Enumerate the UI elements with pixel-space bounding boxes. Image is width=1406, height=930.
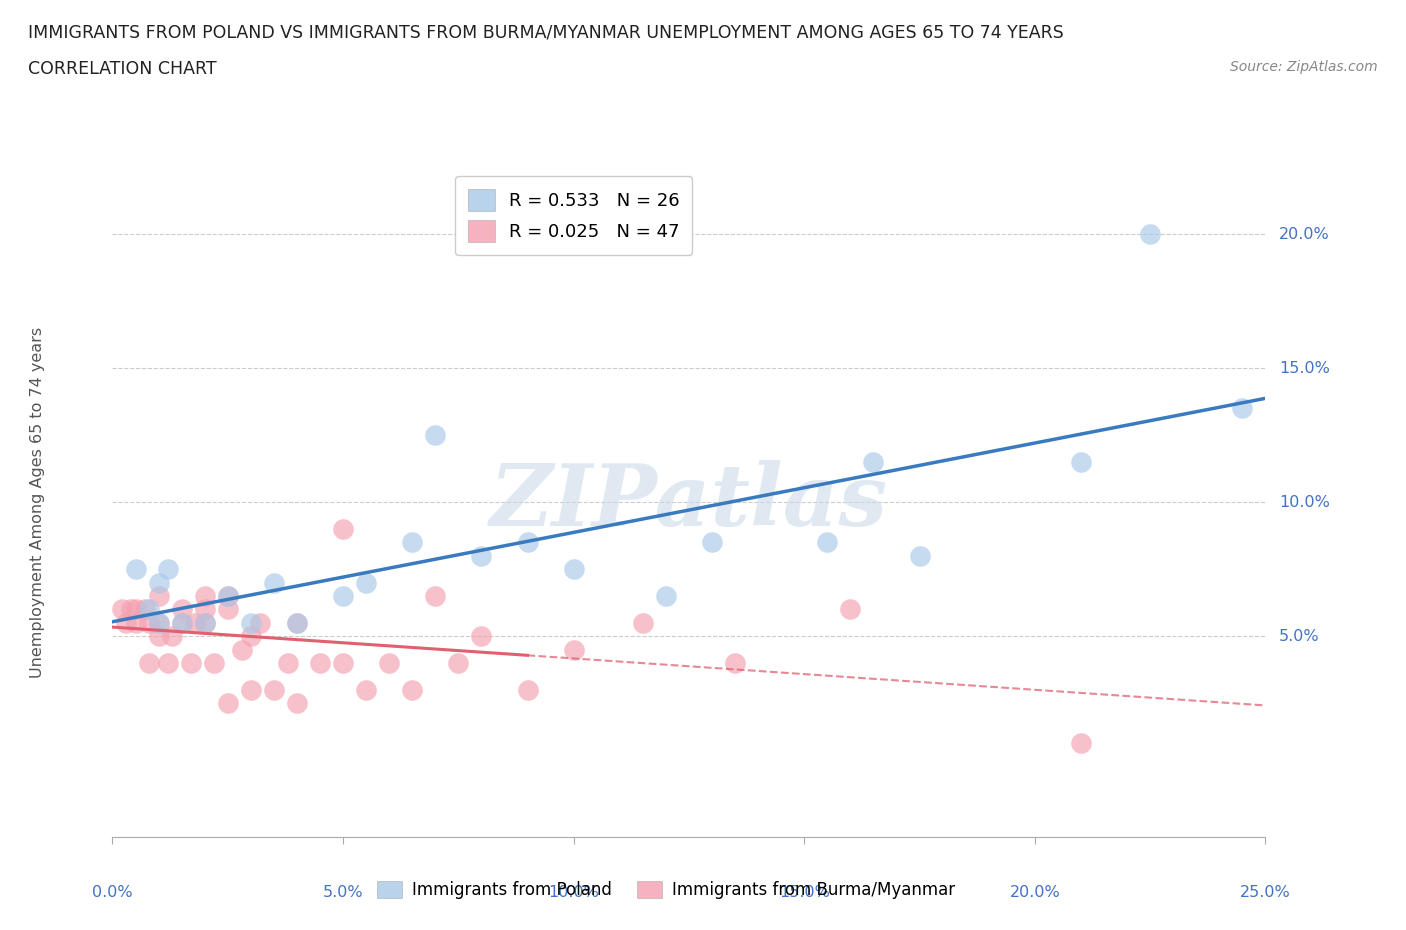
Point <box>285 696 308 711</box>
Text: 5.0%: 5.0% <box>323 885 363 900</box>
Point <box>447 656 470 671</box>
Text: 10.0%: 10.0% <box>548 885 599 900</box>
Point <box>148 575 170 590</box>
Text: 0.0%: 0.0% <box>93 885 132 900</box>
Point <box>170 616 193 631</box>
Point <box>124 562 146 577</box>
Point <box>332 589 354 604</box>
Point <box>239 683 262 698</box>
Point <box>170 616 193 631</box>
Point <box>111 602 134 617</box>
Point <box>516 535 538 550</box>
Point <box>138 656 160 671</box>
Point <box>194 616 217 631</box>
Point <box>425 428 447 443</box>
Point <box>120 602 142 617</box>
Point <box>263 575 285 590</box>
Point <box>425 589 447 604</box>
Point <box>202 656 225 671</box>
Point <box>239 629 262 644</box>
Point <box>401 535 423 550</box>
Point <box>162 629 184 644</box>
Text: Source: ZipAtlas.com: Source: ZipAtlas.com <box>1230 60 1378 74</box>
Point <box>309 656 332 671</box>
Point <box>724 656 747 671</box>
Point <box>148 629 170 644</box>
Point <box>277 656 299 671</box>
Point <box>1232 401 1254 416</box>
Text: ZIPatlas: ZIPatlas <box>489 460 889 544</box>
Point <box>908 549 931 564</box>
Text: IMMIGRANTS FROM POLAND VS IMMIGRANTS FROM BURMA/MYANMAR UNEMPLOYMENT AMONG AGES : IMMIGRANTS FROM POLAND VS IMMIGRANTS FRO… <box>28 23 1064 41</box>
Point <box>156 562 179 577</box>
Point <box>1070 736 1092 751</box>
Point <box>148 616 170 631</box>
Point <box>217 602 239 617</box>
Point <box>263 683 285 698</box>
Text: 25.0%: 25.0% <box>1240 885 1291 900</box>
Point <box>354 575 377 590</box>
Point <box>148 589 170 604</box>
Point <box>194 602 217 617</box>
Point <box>1070 455 1092 470</box>
Point <box>655 589 678 604</box>
Text: 15.0%: 15.0% <box>1279 361 1330 376</box>
Point <box>401 683 423 698</box>
Point <box>115 616 138 631</box>
Point <box>138 616 160 631</box>
Point <box>815 535 838 550</box>
Text: 15.0%: 15.0% <box>779 885 830 900</box>
Point <box>839 602 862 617</box>
Point <box>194 616 217 631</box>
Text: 20.0%: 20.0% <box>1279 227 1330 242</box>
Point <box>631 616 654 631</box>
Text: Unemployment Among Ages 65 to 74 years: Unemployment Among Ages 65 to 74 years <box>30 326 45 678</box>
Point <box>470 549 492 564</box>
Point <box>862 455 884 470</box>
Point <box>562 562 585 577</box>
Point <box>231 642 253 657</box>
Point <box>138 602 160 617</box>
Point <box>124 602 146 617</box>
Point <box>148 616 170 631</box>
Point <box>124 616 146 631</box>
Legend: Immigrants from Poland, Immigrants from Burma/Myanmar: Immigrants from Poland, Immigrants from … <box>370 874 962 906</box>
Point <box>134 602 156 617</box>
Point <box>354 683 377 698</box>
Point <box>285 616 308 631</box>
Point <box>332 656 354 671</box>
Point <box>180 656 202 671</box>
Point <box>217 589 239 604</box>
Point <box>249 616 271 631</box>
Text: 5.0%: 5.0% <box>1279 629 1320 644</box>
Point <box>516 683 538 698</box>
Point <box>470 629 492 644</box>
Text: 10.0%: 10.0% <box>1279 495 1330 510</box>
Point <box>156 656 179 671</box>
Point <box>332 522 354 537</box>
Point <box>285 616 308 631</box>
Point <box>378 656 401 671</box>
Point <box>170 602 193 617</box>
Point <box>217 589 239 604</box>
Point <box>184 616 207 631</box>
Point <box>700 535 723 550</box>
Text: 20.0%: 20.0% <box>1010 885 1060 900</box>
Point <box>194 589 217 604</box>
Text: CORRELATION CHART: CORRELATION CHART <box>28 60 217 78</box>
Point <box>1139 227 1161 242</box>
Point <box>562 642 585 657</box>
Point <box>239 616 262 631</box>
Point <box>217 696 239 711</box>
